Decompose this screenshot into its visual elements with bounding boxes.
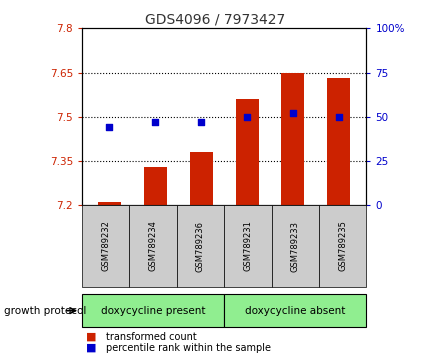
Bar — [235, 99, 258, 205]
Text: transformed count: transformed count — [105, 332, 196, 342]
Text: GDS4096 / 7973427: GDS4096 / 7973427 — [145, 12, 285, 27]
Text: GSM789234: GSM789234 — [148, 221, 157, 272]
Point — [243, 114, 250, 120]
Text: GSM789232: GSM789232 — [101, 221, 110, 272]
Text: GSM789236: GSM789236 — [196, 221, 204, 272]
Text: percentile rank within the sample: percentile rank within the sample — [105, 343, 270, 353]
Text: doxycycline absent: doxycycline absent — [245, 306, 344, 316]
Text: GSM789235: GSM789235 — [338, 221, 346, 272]
Point — [335, 114, 341, 120]
Bar — [281, 73, 304, 205]
Text: growth protocol: growth protocol — [4, 306, 86, 316]
Text: doxycycline present: doxycycline present — [101, 306, 205, 316]
Point — [151, 119, 158, 125]
Bar — [189, 152, 212, 205]
Bar — [327, 79, 350, 205]
Point — [289, 110, 296, 116]
Bar — [98, 202, 120, 205]
Bar — [144, 167, 166, 205]
Point — [197, 119, 204, 125]
Text: GSM789231: GSM789231 — [243, 221, 252, 272]
Text: GSM789233: GSM789233 — [290, 221, 299, 272]
Point — [106, 125, 113, 130]
Text: ■: ■ — [86, 332, 96, 342]
Text: ■: ■ — [86, 343, 96, 353]
